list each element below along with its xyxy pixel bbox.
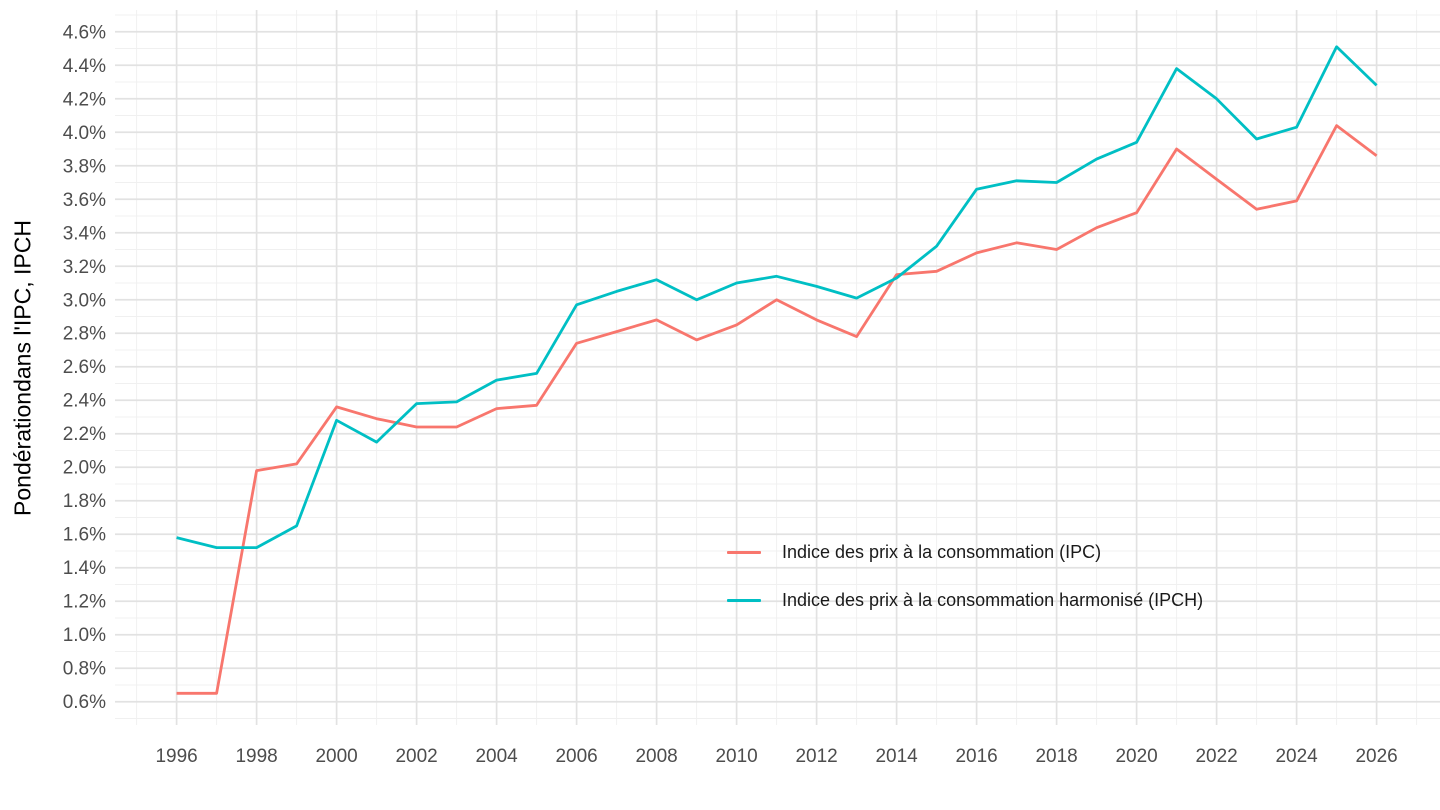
x-tick-label: 2004 bbox=[475, 746, 518, 767]
y-axis-tick-labels: 0.6% 0.8% 1.0% 1.2% 1.4% 1.6% 1.8% 2.0% 2.2% 2.4%… bbox=[63, 22, 106, 713]
y-tick-label: 2.2% bbox=[63, 424, 106, 445]
x-tick-label: 2012 bbox=[795, 746, 837, 767]
y-tick-label: 3.6% bbox=[63, 190, 106, 211]
y-tick-label: 1.6% bbox=[63, 525, 106, 546]
x-tick-label: 2010 bbox=[715, 746, 757, 767]
y-tick-label: 1.8% bbox=[63, 491, 106, 512]
x-tick-label: 2016 bbox=[955, 746, 997, 767]
y-tick-label: 4.2% bbox=[63, 89, 106, 110]
legend-item-ipch: Indice des prix à la consommation harmon… bbox=[727, 588, 1203, 612]
y-tick-label: 1.2% bbox=[63, 592, 106, 613]
x-tick-label: 2000 bbox=[315, 746, 357, 767]
x-tick-label: 2014 bbox=[875, 746, 918, 767]
x-axis-tick-labels: 1996 1998 2000 2002 2004 2006 2008 2010 2012 2014… bbox=[155, 746, 1397, 767]
x-tick-label: 2024 bbox=[1275, 746, 1318, 767]
y-tick-label: 2.4% bbox=[63, 391, 106, 412]
series-line-ipch bbox=[176, 45, 1378, 549]
x-tick-label: 2006 bbox=[555, 746, 597, 767]
y-tick-label: 4.4% bbox=[63, 56, 106, 77]
y-tick-label: 3.8% bbox=[63, 156, 106, 177]
legend-label-ipc: Indice des prix à la consommation (IPC) bbox=[782, 541, 1102, 562]
y-tick-label: 2.0% bbox=[63, 458, 106, 479]
y-tick-label: 1.4% bbox=[63, 558, 106, 579]
legend-item-ipc: Indice des prix à la consommation (IPC) bbox=[727, 540, 1203, 564]
y-axis-title: Pondérationdans l'IPC, IPCH bbox=[9, 220, 36, 516]
x-tick-label: 2022 bbox=[1195, 746, 1237, 767]
x-tick-label: 2026 bbox=[1355, 746, 1397, 767]
x-tick-label: 2020 bbox=[1115, 746, 1157, 767]
legend-key-ipch-line bbox=[727, 598, 761, 602]
series-line-ipc bbox=[176, 124, 1378, 695]
x-tick-label: 2018 bbox=[1035, 746, 1077, 767]
major-gridlines bbox=[115, 10, 1440, 725]
legend: Indice des prix à la consommation (IPC) … bbox=[727, 540, 1203, 636]
x-tick-label: 2008 bbox=[635, 746, 677, 767]
x-tick-label: 1996 bbox=[155, 746, 197, 767]
y-tick-label: 3.2% bbox=[63, 257, 106, 278]
y-tick-label: 4.6% bbox=[63, 22, 106, 43]
y-tick-label: 4.0% bbox=[63, 123, 106, 144]
legend-key-ipc-line bbox=[727, 550, 761, 554]
y-tick-label: 2.8% bbox=[63, 324, 106, 345]
y-tick-label: 1.0% bbox=[63, 625, 106, 646]
legend-label-ipch: Indice des prix à la consommation harmon… bbox=[782, 589, 1204, 610]
y-tick-label: 0.8% bbox=[63, 659, 106, 680]
x-tick-label: 1998 bbox=[235, 746, 277, 767]
y-tick-label: 2.6% bbox=[63, 357, 106, 378]
y-tick-label: 3.0% bbox=[63, 290, 106, 311]
x-tick-label: 2002 bbox=[395, 746, 437, 767]
y-tick-label: 0.6% bbox=[63, 692, 106, 713]
y-tick-label: 3.4% bbox=[63, 223, 106, 244]
